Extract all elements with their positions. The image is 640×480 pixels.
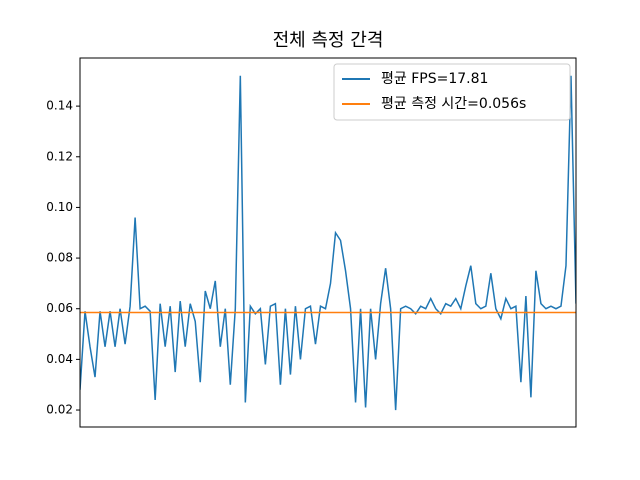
chart-title: 전체 측정 간격 [273,30,384,51]
y-tick-label: 0.08 [46,251,73,265]
y-tick-label: 0.06 [46,301,73,315]
legend-label: 평균 FPS=17.81 [381,71,488,87]
y-tick-label: 0.14 [46,99,73,113]
y-tick-label: 0.02 [46,403,73,417]
series-line [80,75,576,411]
y-tick-label: 0.10 [46,200,73,214]
plot-frame [79,57,577,428]
legend-box [333,63,571,121]
legend-label: 평균 측정 시간=0.056s [381,96,526,112]
y-tick-label: 0.12 [46,149,73,163]
y-tick-label: 0.04 [46,352,73,366]
